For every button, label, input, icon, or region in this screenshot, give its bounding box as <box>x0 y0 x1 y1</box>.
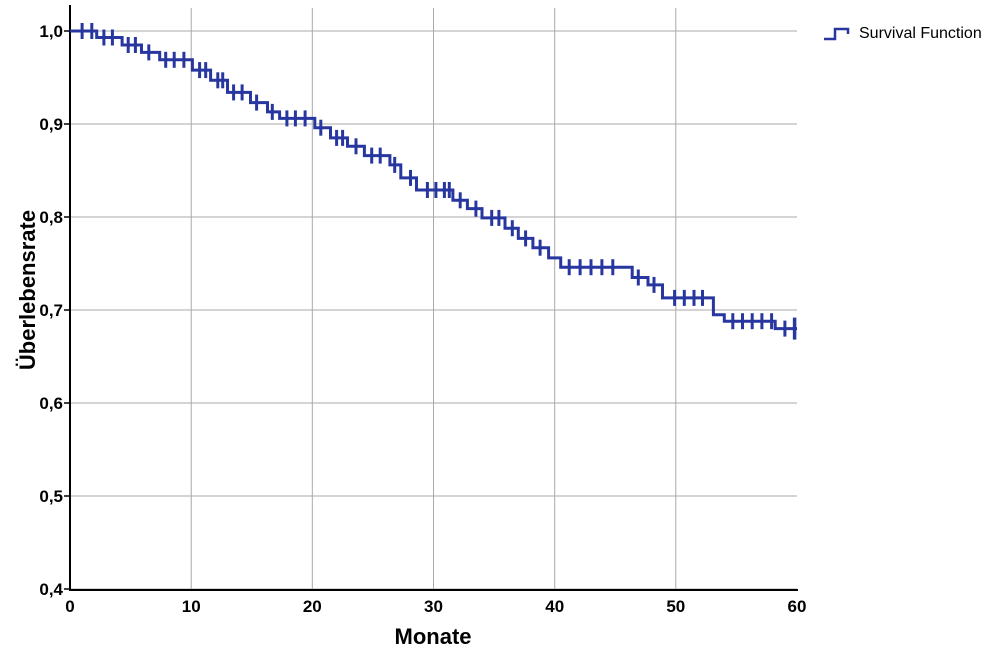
x-tick-label: 40 <box>545 597 564 616</box>
x-tick-label: 50 <box>666 597 685 616</box>
y-tick-label: 0,6 <box>39 394 63 413</box>
x-tick-label: 60 <box>788 597 807 616</box>
survival-curve <box>70 29 797 331</box>
y-tick-label: 0,7 <box>39 301 63 320</box>
step-line-legend-icon <box>824 27 850 41</box>
y-tick-label: 0,8 <box>39 208 63 227</box>
legend: Survival Function <box>822 24 982 44</box>
y-tick-label: 0,9 <box>39 115 63 134</box>
y-tick-label: 1,0 <box>39 22 63 41</box>
x-tick-label: 20 <box>303 597 322 616</box>
legend-label: Survival Function <box>859 25 982 42</box>
x-axis-title: Monate <box>394 624 472 649</box>
x-tick-label: 10 <box>182 597 201 616</box>
y-tick-label: 0,5 <box>39 487 63 506</box>
y-tick-label: 0,4 <box>39 580 63 599</box>
y-axis-title: Überlebensrate <box>15 209 40 371</box>
x-tick-label: 30 <box>424 597 443 616</box>
x-tick-label: 0 <box>65 597 74 616</box>
